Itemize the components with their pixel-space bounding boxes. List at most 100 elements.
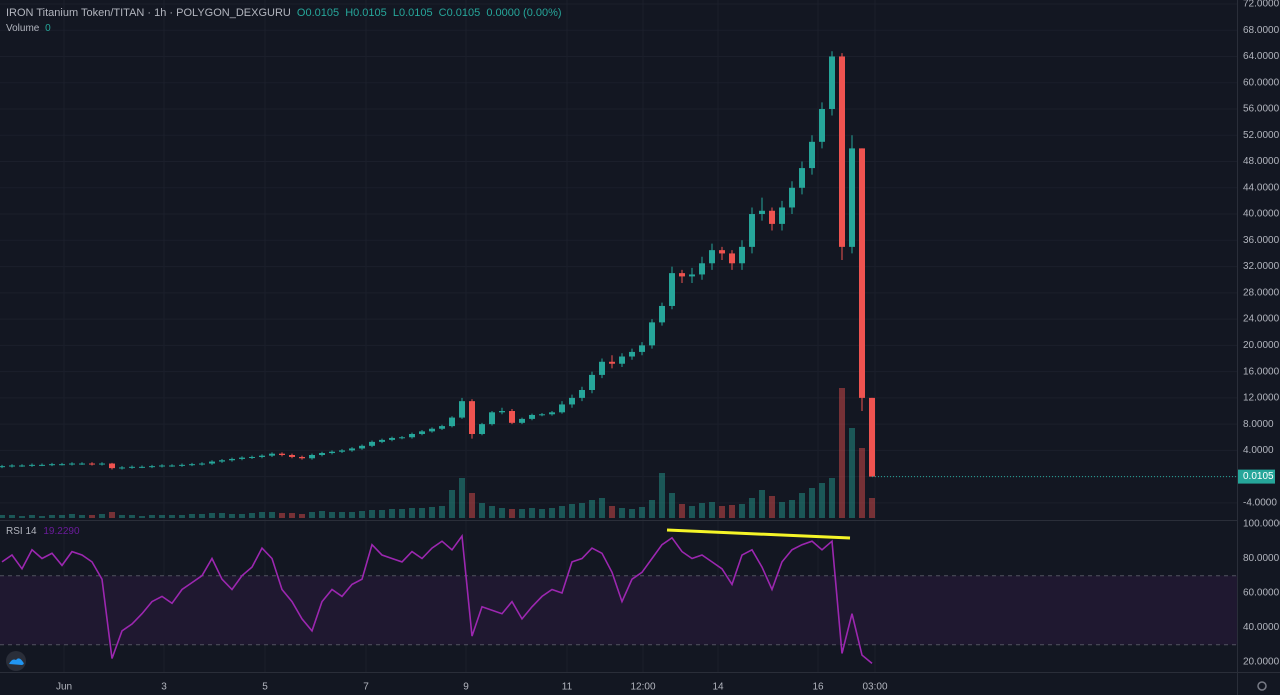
volume-bar (199, 514, 205, 518)
candle-body (279, 453, 285, 455)
candle-body (569, 397, 575, 405)
candle-body (229, 458, 235, 461)
volume-bar (439, 506, 445, 518)
legend: IRON Titanium Token/TITAN · 1h · POLYGON… (6, 6, 562, 36)
volume-bar (789, 500, 795, 518)
volume-bar (669, 493, 675, 518)
volume-bar (719, 506, 725, 518)
y-tick-label: 72.0000 (1243, 0, 1280, 10)
candle-body (399, 437, 405, 439)
y-tick-label: 56.0000 (1243, 104, 1280, 115)
candle-body (739, 246, 745, 264)
candle-body (479, 424, 485, 434)
x-tick-label: 7 (363, 682, 369, 693)
volume-bar (809, 488, 815, 518)
candle-body (829, 56, 835, 109)
volume-bar (339, 512, 345, 518)
volume-bar (0, 515, 5, 518)
candle-body (349, 448, 355, 451)
candle-body (629, 351, 635, 357)
volume-bar (9, 515, 15, 518)
candle-body (239, 457, 245, 459)
axes: 72.0000 68.0000 64.0000 60.0000 56.0000 52.00… (56, 0, 1280, 693)
volume-bar (799, 493, 805, 518)
y-tick-label: 24.0000 (1243, 314, 1280, 325)
settings-icon[interactable] (1257, 681, 1267, 691)
candle-body (199, 463, 205, 465)
volume-bar (429, 507, 435, 518)
candle-body (209, 461, 215, 464)
volume-bar (309, 512, 315, 518)
candle-body (299, 456, 305, 459)
rsi-band (0, 575, 1237, 645)
volume-bar (129, 515, 135, 518)
x-tick-label: 14 (712, 682, 724, 693)
x-tick-label: 9 (463, 682, 469, 693)
candle-body (369, 441, 375, 446)
candle-body (649, 322, 655, 346)
volume-bar (749, 498, 755, 518)
change: 0.0000 (0.00%) (486, 7, 562, 19)
candle-body (329, 451, 335, 454)
candle-body (59, 464, 65, 466)
candle-body (459, 401, 465, 418)
candle-body (289, 455, 295, 457)
rsi-legend: RSI 14 19.2290 (6, 526, 80, 537)
candle-body (819, 108, 825, 142)
candle-body (189, 464, 195, 466)
y-tick-label: 60.0000 (1243, 588, 1280, 599)
close: C0.0105 (438, 7, 481, 19)
volume-bar (139, 516, 145, 518)
candle-body (409, 433, 415, 438)
y-tick-label: 60.0000 (1243, 77, 1280, 88)
candle-body (839, 56, 845, 247)
x-tick-label: 3 (161, 682, 167, 693)
x-tick-label: 16 (812, 682, 824, 693)
volume-bar (709, 502, 715, 518)
x-tick-label: 5 (262, 682, 268, 693)
candle-body (719, 250, 725, 254)
candle-body (319, 453, 325, 455)
volume-bar (389, 509, 395, 518)
x-tick-label: 03:00 (862, 682, 887, 693)
y-tick-label: -4.0000 (1243, 498, 1277, 509)
volume-bar (479, 503, 485, 518)
candle-body (159, 465, 165, 467)
candle-body (619, 356, 625, 364)
volume-bar (469, 493, 475, 518)
volume-bar (29, 515, 35, 518)
volume-bar (19, 516, 25, 518)
candle-body (749, 214, 755, 247)
candle-body (499, 411, 505, 413)
y-tick-label: 8.0000 (1243, 419, 1274, 430)
candle-body (139, 466, 145, 468)
volume-bar (559, 506, 565, 518)
low: L0.0105 (392, 7, 433, 19)
high: H0.0105 (345, 7, 387, 19)
volume-label: Volume (6, 23, 40, 34)
candle-body (639, 345, 645, 352)
volume-bar (179, 515, 185, 518)
volume-bar (549, 508, 555, 518)
candle-body (779, 207, 785, 224)
volume-bar (499, 508, 505, 518)
y-tick-label: 28.0000 (1243, 287, 1280, 298)
y-tick-label: 100.0000 (1243, 519, 1280, 530)
rsi-title: RSI 14 (6, 526, 37, 537)
candle-body (859, 148, 865, 398)
volume-bar (119, 515, 125, 518)
volume-bar (509, 509, 515, 518)
volume-bar (519, 509, 525, 518)
candle-body (79, 463, 85, 465)
volume-bar (49, 515, 55, 518)
logo-icon (9, 658, 24, 665)
y-tick-label: 20.0000 (1243, 657, 1280, 668)
candle-body (339, 450, 345, 452)
grid (0, 575, 1237, 646)
y-tick-label: 52.0000 (1243, 130, 1280, 141)
volume-bar (579, 503, 585, 518)
candle-body (219, 460, 225, 462)
plot (0, 51, 1237, 665)
y-tick-label: 4.0000 (1243, 445, 1274, 456)
